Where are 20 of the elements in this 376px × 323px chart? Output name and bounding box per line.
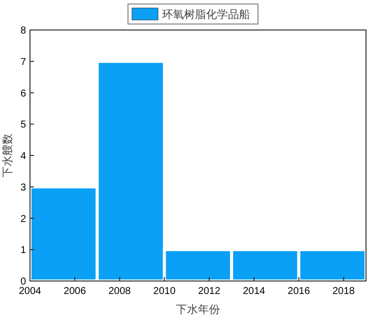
y-tick-label: 2 <box>20 214 26 225</box>
y-tick-label: 7 <box>20 56 26 68</box>
y-tick-label: 3 <box>20 182 26 194</box>
y-tick-label: 4 <box>20 151 26 162</box>
x-tick-label: 2018 <box>332 286 356 297</box>
x-tick-label: 2004 <box>18 286 42 297</box>
y-tick-label: 1 <box>20 245 26 256</box>
y-tick-label: 5 <box>20 120 26 131</box>
x-tick-label: 2012 <box>198 286 221 297</box>
x-tick-label: 2014 <box>242 286 266 297</box>
y-tick-label: 6 <box>20 88 26 100</box>
x-tick-label: 2006 <box>64 286 86 297</box>
y-tick-label: 0 <box>20 276 26 288</box>
legend-label: 环氧树脂化学品船 <box>162 9 250 21</box>
x-tick-label: 2016 <box>288 286 310 297</box>
x-axis-title: 下水年份 <box>176 303 220 316</box>
x-tick-label: 2010 <box>153 286 176 297</box>
x-tick-label: 2008 <box>108 286 132 297</box>
y-axis-title: 下水艘数 <box>1 134 14 178</box>
y-tick-label: 8 <box>20 26 26 36</box>
